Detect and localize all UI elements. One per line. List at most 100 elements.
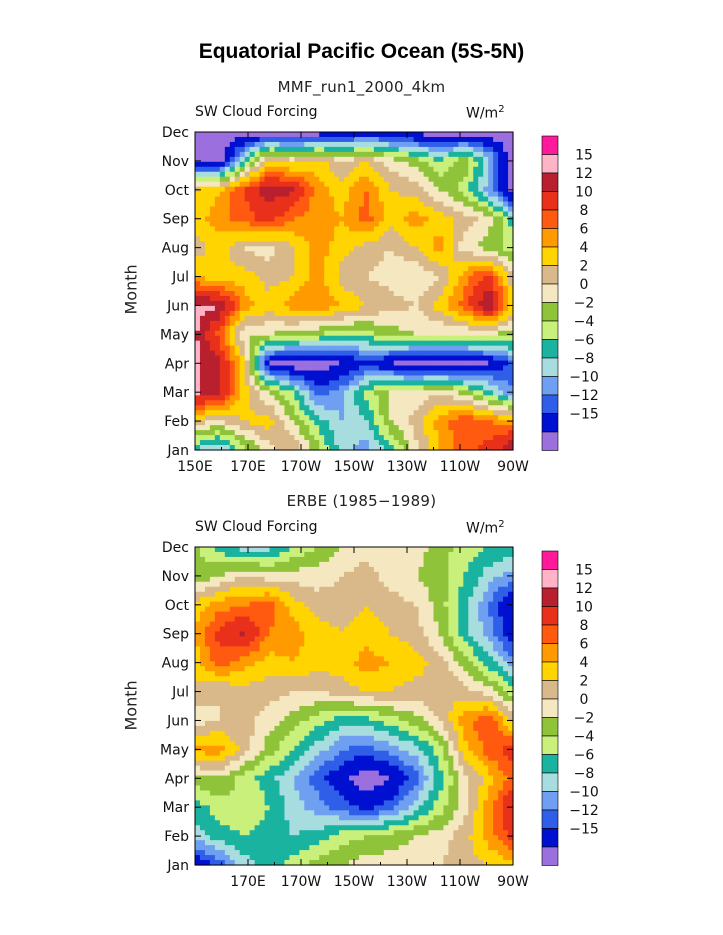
contour-cell [209,221,216,228]
contour-cell [368,390,375,396]
contour-cell [214,256,221,262]
contour-cell [334,191,340,198]
contour-cell [314,136,320,143]
panel1-colorbar-swatch [541,191,559,211]
contour-cell [443,350,450,357]
contour-cell [239,171,246,178]
contour-cell [279,236,286,242]
contour-cell [289,186,295,193]
contour-cell [274,286,281,292]
contour-cell [418,161,425,168]
contour-cell [314,266,320,272]
contour-cell [319,161,325,168]
contour-cell [388,191,395,198]
contour-cell [443,181,450,188]
contour-cell [483,365,489,372]
contour-cell [209,370,216,377]
contour-cell [269,571,276,578]
contour-cell [448,430,454,436]
contour-cell [269,286,276,292]
contour-cell [219,420,226,426]
contour-cell [368,206,375,213]
contour-cell [279,271,286,277]
contour-cell [329,276,335,282]
contour-cell [284,390,291,396]
contour-cell [373,566,380,573]
contour-cell [438,246,445,252]
contour-cell [363,191,370,198]
contour-cell [433,251,440,257]
contour-cell [483,196,489,203]
contour-cell [438,171,445,178]
contour-cell [294,445,300,451]
contour-cell [264,261,271,267]
contour-cell [373,340,380,347]
contour-cell [339,355,345,362]
contour-cell [368,415,375,421]
contour-cell [478,161,484,168]
contour-cell [244,365,251,372]
contour-cell [354,445,360,451]
contour-cell [358,576,365,583]
contour-cell [289,596,295,603]
contour-cell [289,141,295,148]
contour-cell [314,226,320,232]
contour-cell [398,276,405,282]
contour-cell [363,440,370,446]
contour-cell [463,425,469,431]
contour-cell [463,305,469,312]
contour-cell [433,445,440,451]
contour-cell [354,176,360,183]
contour-cell [413,370,420,377]
contour-cell [199,315,206,322]
contour-cell [294,430,300,436]
contour-cell [373,236,380,242]
contour-cell [289,380,295,387]
contour-cell [483,370,489,377]
contour-cell [373,330,380,337]
contour-cell [468,266,474,272]
contour-cell [398,132,405,138]
contour-cell [508,405,514,411]
contour-cell [309,430,315,436]
contour-cell [249,181,256,188]
contour-cell [234,320,241,327]
contour-cell [269,236,276,242]
contour-cell [229,591,236,598]
contour-cell [204,566,211,573]
contour-cell [274,201,281,208]
contour-cell [334,320,340,327]
contour-cell [398,271,405,277]
contour-cell [269,231,276,237]
contour-cell [195,320,201,327]
contour-cell [344,196,350,203]
contour-cell [428,355,435,362]
contour-cell [458,206,464,213]
contour-cell [478,556,484,563]
contour-cell [324,440,330,446]
contour-cell [453,256,459,262]
contour-cell [448,410,454,416]
contour-cell [314,310,320,317]
contour-cell [413,146,420,153]
contour-cell [259,256,266,262]
contour-cell [319,591,325,598]
contour-cell [358,556,365,563]
contour-cell [398,566,405,573]
contour-cell [204,365,211,372]
contour-cell [443,375,450,382]
contour-cell [229,415,236,421]
contour-cell [428,335,435,342]
contour-cell [214,547,221,553]
contour-cell [383,256,390,262]
contour-cell [433,191,440,198]
contour-cell [503,355,509,362]
contour-cell [388,310,395,317]
y-tick-label: Oct [165,183,190,199]
contour-cell [199,561,206,568]
contour-cell [289,191,295,198]
contour-cell [473,166,479,173]
contour-cell [204,320,211,327]
contour-cell [344,425,350,431]
contour-cell [443,380,450,387]
